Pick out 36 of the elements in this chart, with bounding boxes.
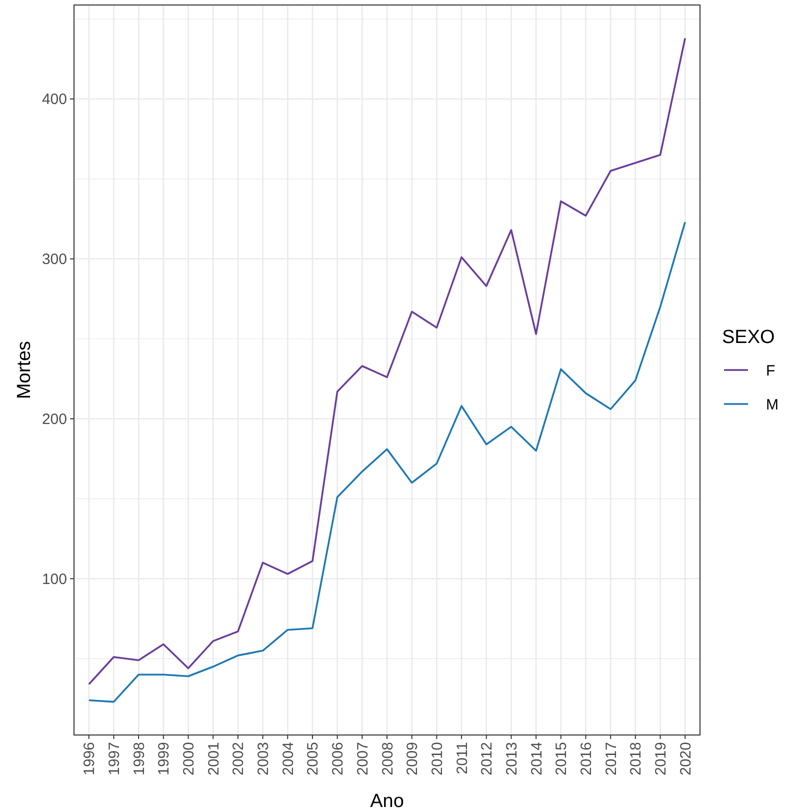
x-tick-label: 2005 — [304, 742, 322, 776]
x-tick-label: 1997 — [106, 742, 123, 776]
x-tick-label: 2016 — [578, 742, 595, 776]
x-tick-label: 2001 — [205, 742, 222, 776]
legend-label: F — [766, 362, 776, 380]
y-tick-label: 300 — [42, 251, 67, 268]
x-tick-label: 2002 — [230, 742, 248, 776]
y-axis-title: Mortes — [14, 340, 35, 400]
y-tick-label: 400 — [42, 91, 67, 108]
legend-title: SEXO — [722, 327, 775, 348]
x-tick-label: 2020 — [677, 742, 694, 776]
x-tick-label: 2014 — [528, 742, 546, 776]
x-tick-label: 2004 — [280, 742, 297, 776]
x-tick-label: 2008 — [379, 742, 396, 776]
x-tick-label: 2018 — [628, 742, 645, 776]
x-tick-label: 2007 — [354, 742, 372, 776]
x-tick-label: 2011 — [454, 742, 471, 774]
x-tick-label: 2010 — [428, 742, 446, 776]
x-tick-label: 2006 — [330, 742, 347, 776]
line-series — [88, 221, 686, 703]
x-tick-label: 1999 — [156, 742, 173, 776]
x-tick-label: 2015 — [553, 742, 570, 776]
x-tick-label: 2017 — [602, 742, 620, 776]
x-tick-label: 2009 — [404, 742, 422, 776]
x-tick-label: 2003 — [255, 742, 272, 776]
y-tick-label: 100 — [42, 570, 67, 588]
x-tick-label: 2013 — [503, 742, 520, 776]
x-tick-label: 2012 — [478, 742, 496, 776]
legend-label: M — [766, 396, 778, 414]
x-tick-label: 1998 — [130, 742, 148, 776]
x-axis-title: Ano — [370, 791, 404, 809]
x-tick-label: 1996 — [81, 742, 98, 776]
line-series — [88, 37, 686, 686]
x-tick-label: 2000 — [180, 742, 198, 776]
x-tick-label: 2019 — [652, 742, 670, 776]
y-tick-label: 200 — [42, 411, 67, 428]
